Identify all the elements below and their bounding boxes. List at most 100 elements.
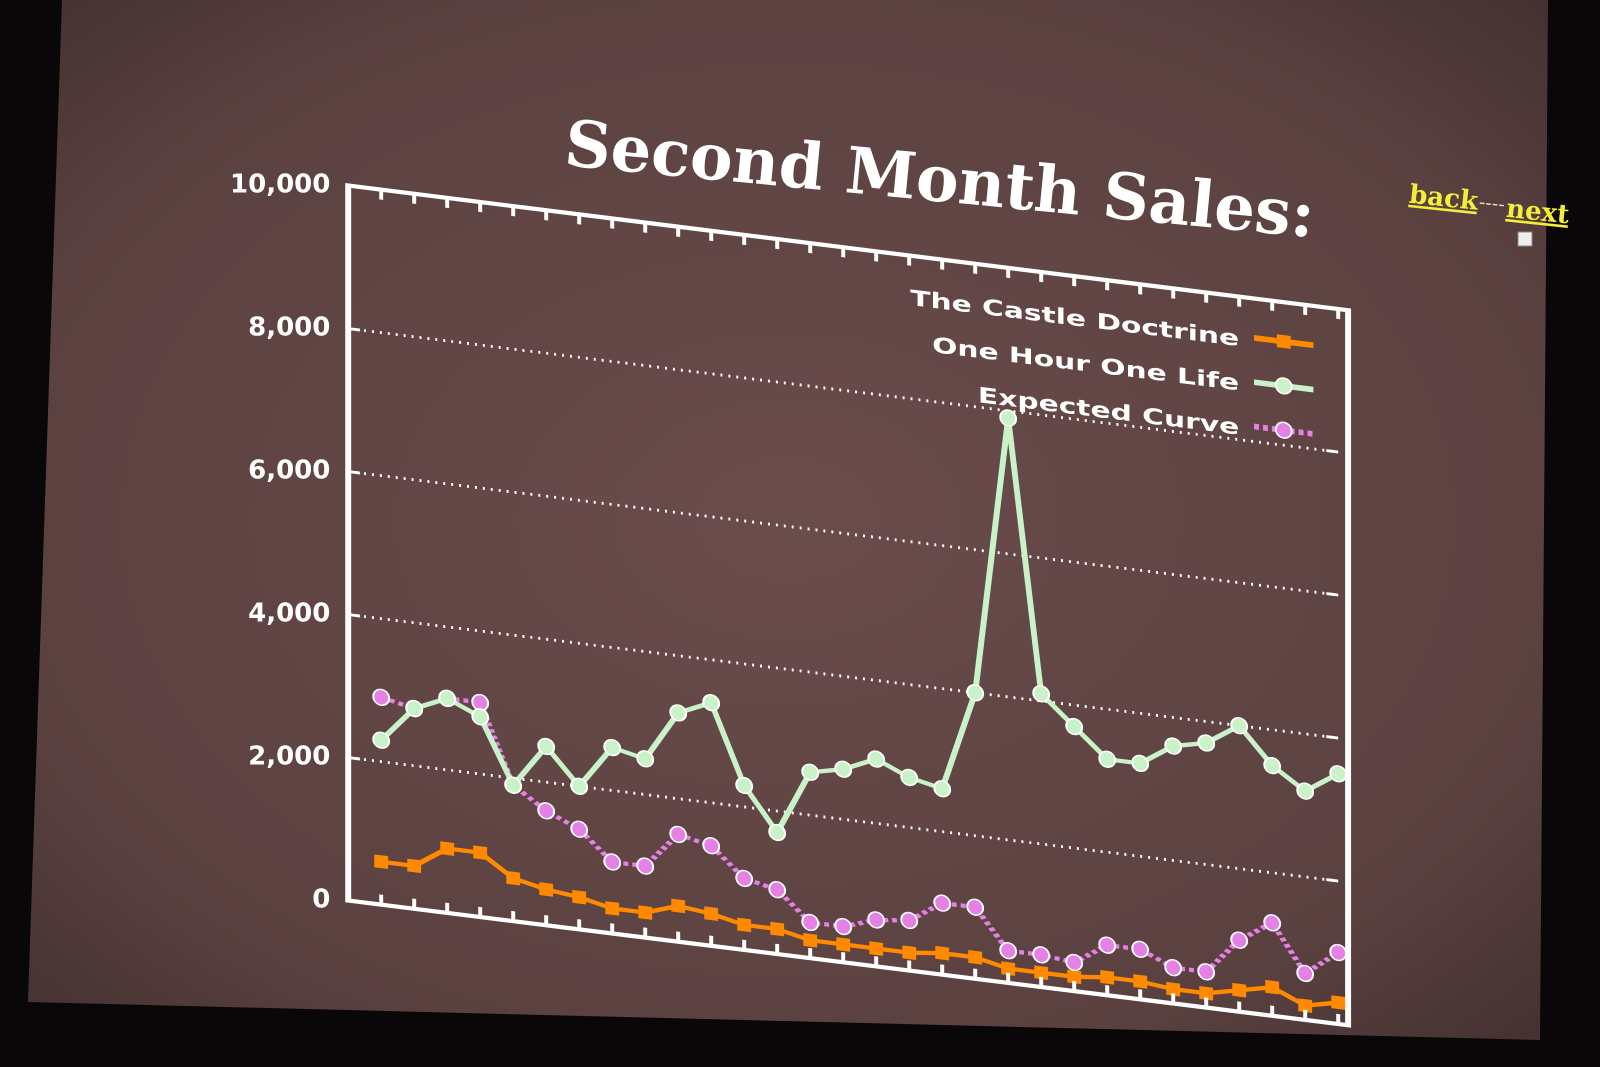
data-point [737, 917, 752, 933]
data-point [1034, 965, 1049, 980]
data-point [702, 694, 721, 712]
data-point [1296, 964, 1315, 983]
y-tick-mark [1326, 449, 1339, 454]
y-tick-mark [1326, 1021, 1339, 1026]
nav-separator: ---- [1478, 192, 1506, 216]
data-point [704, 906, 719, 921]
back-link[interactable]: back [1408, 180, 1481, 217]
data-point [801, 913, 820, 932]
data-point [1032, 685, 1051, 703]
y-tick-mark [348, 899, 361, 904]
data-point [1164, 737, 1183, 755]
data-point [768, 881, 787, 899]
y-tick-label: 2,000 [248, 741, 330, 771]
data-point [372, 688, 391, 706]
data-point [999, 409, 1018, 427]
data-point [770, 921, 785, 937]
data-point [834, 917, 853, 936]
data-point [1232, 982, 1247, 998]
legend-swatch-marker [1274, 421, 1293, 439]
data-point [669, 825, 688, 844]
grid-line [348, 327, 1339, 454]
data-point [537, 802, 556, 820]
y-tick-mark [348, 756, 361, 761]
data-point [636, 857, 655, 875]
data-point [636, 750, 655, 768]
grid-line [348, 470, 1339, 597]
data-point [539, 882, 554, 897]
y-tick-mark [1326, 735, 1339, 740]
data-point [1199, 985, 1214, 1001]
data-point [735, 776, 754, 795]
y-tick-mark [348, 327, 361, 332]
data-point [605, 901, 620, 916]
y-tick-label: 0 [312, 884, 330, 914]
series-the-castle-doctrine [374, 841, 1346, 1013]
data-point [1131, 754, 1150, 773]
legend-swatch-marker [1274, 377, 1293, 395]
data-point [735, 869, 754, 888]
data-point [999, 942, 1018, 960]
data-point [933, 780, 952, 798]
y-tick-mark [348, 470, 361, 475]
data-point [570, 820, 589, 838]
series-line [380, 695, 1341, 976]
data-point [603, 853, 622, 871]
x-ticks [348, 184, 1341, 1026]
series-layer [372, 409, 1348, 1013]
series-one-hour-one-life [372, 409, 1348, 842]
y-tick-label: 8,000 [248, 312, 330, 342]
data-point [966, 898, 985, 916]
data-point [900, 911, 919, 930]
y-tick-mark [348, 184, 361, 189]
data-point [834, 760, 853, 778]
data-point [1197, 734, 1216, 752]
data-point [1296, 782, 1315, 800]
data-point [1263, 914, 1282, 932]
data-point [933, 894, 952, 912]
y-tick-mark [348, 613, 361, 618]
next-doc-icon[interactable] [1517, 231, 1533, 247]
data-point [1098, 936, 1117, 954]
y-axis-labels: 0 2,000 4,000 6,000 8,000 10,000 [230, 169, 330, 914]
next-link[interactable]: next [1505, 194, 1571, 230]
data-point [1067, 969, 1082, 985]
data-point [1098, 750, 1117, 768]
y-tick-mark [1326, 878, 1339, 883]
data-point [438, 689, 457, 708]
data-point [1265, 979, 1280, 995]
data-point [966, 684, 985, 702]
series-expected-curve [372, 688, 1348, 983]
data-point [1298, 998, 1313, 1013]
data-point [702, 837, 721, 855]
data-point [1131, 940, 1150, 958]
data-point [1164, 959, 1183, 977]
data-point [1197, 963, 1216, 981]
y-tick-label: 4,000 [248, 598, 330, 628]
data-point [504, 776, 523, 794]
data-point [572, 889, 587, 905]
data-point [768, 823, 787, 842]
plot-frame [345, 183, 1352, 1028]
data-point [867, 750, 886, 768]
data-point [1263, 756, 1282, 775]
legend-swatch-marker [1276, 334, 1291, 349]
data-point [671, 898, 686, 914]
data-point [473, 845, 488, 860]
grid-lines [348, 327, 1339, 883]
data-point [1166, 981, 1181, 997]
data-point [1230, 931, 1249, 949]
data-point [669, 704, 688, 722]
data-point [570, 777, 589, 795]
y-tick-label: 10,000 [230, 169, 330, 199]
data-point [1032, 946, 1051, 964]
data-point [935, 945, 950, 961]
data-point [803, 932, 818, 948]
slide-navigation: back ---- next [1408, 180, 1571, 231]
data-point [537, 737, 556, 756]
data-point [968, 949, 983, 965]
data-point [1100, 970, 1115, 985]
data-point [801, 763, 820, 781]
y-tick-mark [1326, 592, 1339, 597]
